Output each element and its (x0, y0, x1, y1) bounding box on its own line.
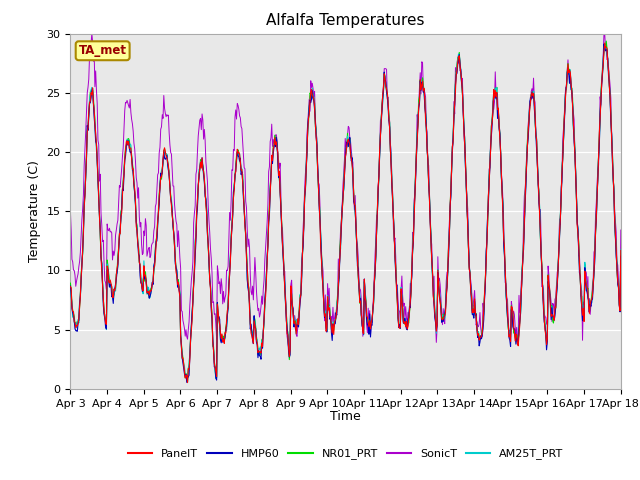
Title: Alfalfa Temperatures: Alfalfa Temperatures (266, 13, 425, 28)
X-axis label: Time: Time (330, 410, 361, 423)
Y-axis label: Temperature (C): Temperature (C) (28, 160, 41, 262)
Legend: PanelT, HMP60, NR01_PRT, SonicT, AM25T_PRT: PanelT, HMP60, NR01_PRT, SonicT, AM25T_P… (124, 444, 568, 464)
Text: TA_met: TA_met (79, 44, 127, 57)
